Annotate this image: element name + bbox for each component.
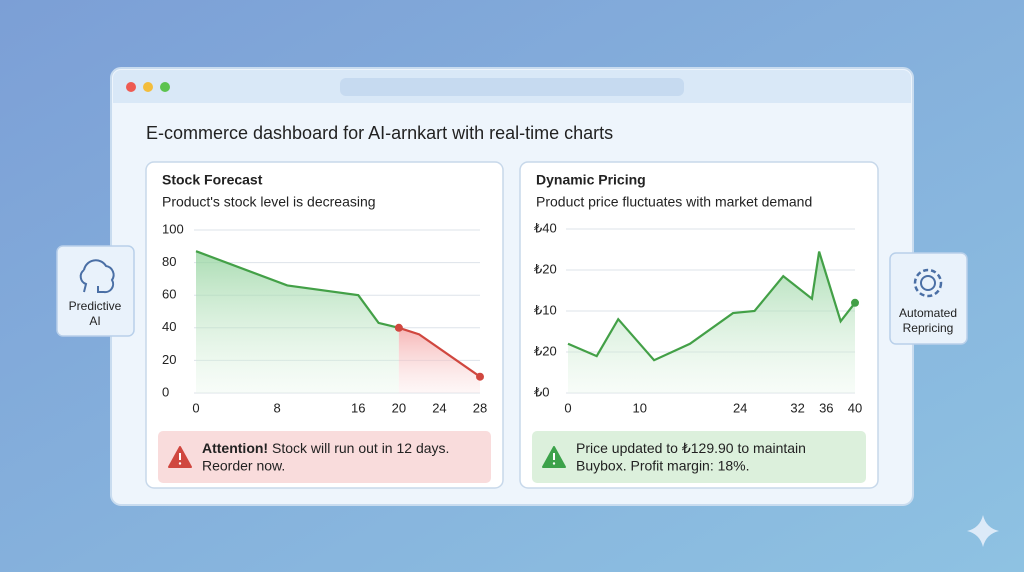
maximize-button[interactable] <box>160 82 170 92</box>
x-tick-label: 0 <box>564 400 571 415</box>
alert-text: Reorder now. <box>202 458 285 474</box>
line <box>195 250 400 329</box>
side-label: Predictive <box>69 299 122 313</box>
x-tick-label: 40 <box>848 400 862 415</box>
card-subtitle: Product's stock level is decreasing <box>162 194 376 210</box>
close-button[interactable] <box>126 82 136 92</box>
alert-line: Stock will run out in 12 days. <box>272 440 449 456</box>
chart-card: Dynamic Pricing Product price fluctuates … <box>519 161 879 489</box>
side-label: Repricing <box>903 321 954 335</box>
y-tick-label: 80 <box>162 254 176 269</box>
x-tick-label: 24 <box>733 400 747 415</box>
y-tick-label: ₺20 <box>534 261 557 276</box>
area <box>398 327 480 393</box>
alert-icon-dot <box>552 462 556 465</box>
card <box>56 245 135 337</box>
x-tick-label: 28 <box>473 400 487 415</box>
line <box>398 326 481 378</box>
y-tick-label: ₺10 <box>534 302 557 317</box>
y-tick-label: ₺20 <box>534 343 557 358</box>
chart-card: Stock Forecast Product's stock level is d… <box>145 161 504 489</box>
card <box>519 161 879 489</box>
y-tick-label: 60 <box>162 287 176 302</box>
side-label: Automated <box>899 306 957 320</box>
sparkle <box>967 515 999 547</box>
side-card-left: Predictive AI <box>56 245 135 337</box>
x-tick-label: 8 <box>274 400 281 415</box>
area <box>568 251 855 393</box>
alert-box <box>532 431 866 483</box>
y-tick-label: 20 <box>162 352 176 367</box>
area <box>196 251 399 393</box>
y-tick-label: ₺0 <box>534 384 550 399</box>
point <box>851 298 859 307</box>
card-subtitle: Product price fluctuates with market dem… <box>536 194 812 210</box>
side-card-right: Automated Repricing <box>889 252 968 345</box>
point <box>394 323 403 332</box>
line <box>567 251 856 362</box>
gear-icon <box>913 268 943 298</box>
side-label: AI <box>89 314 100 328</box>
gear-icon-inner <box>920 275 936 291</box>
point <box>476 372 484 381</box>
alert-emphasis: Attention! <box>202 440 268 456</box>
card-title: Dynamic Pricing <box>536 172 646 188</box>
x-tick-label: 36 <box>819 400 833 415</box>
y-tick-label: 100 <box>162 221 184 236</box>
dashboard-title: E-commerce dashboard for AI-arnkart with… <box>146 123 613 143</box>
x-tick-label: 10 <box>633 400 647 415</box>
card <box>889 252 968 345</box>
brain-icon <box>79 259 115 294</box>
card-title: Stock Forecast <box>162 172 263 188</box>
alert-text: Buybox. Profit margin: 18%. <box>576 458 750 474</box>
address-bar[interactable] <box>340 78 684 96</box>
alert-icon-dot <box>178 462 182 465</box>
minimize-button[interactable] <box>143 82 153 92</box>
alert-line: Price updated to ₺129.90 to maintain <box>576 440 806 456</box>
alert-text: Attention! Stock will run out in 12 days… <box>202 440 449 456</box>
x-tick-label: 24 <box>432 400 446 415</box>
x-tick-label: 16 <box>351 400 365 415</box>
x-tick-label: 0 <box>192 400 199 415</box>
x-tick-label: 20 <box>392 400 406 415</box>
x-tick-label: 32 <box>790 400 804 415</box>
y-tick-label: 0 <box>162 384 169 399</box>
alert-box <box>158 431 491 483</box>
y-tick-label: 40 <box>162 319 176 334</box>
alert-text: Price updated to ₺129.90 to maintain <box>576 440 806 456</box>
y-tick-label: ₺40 <box>534 220 557 235</box>
